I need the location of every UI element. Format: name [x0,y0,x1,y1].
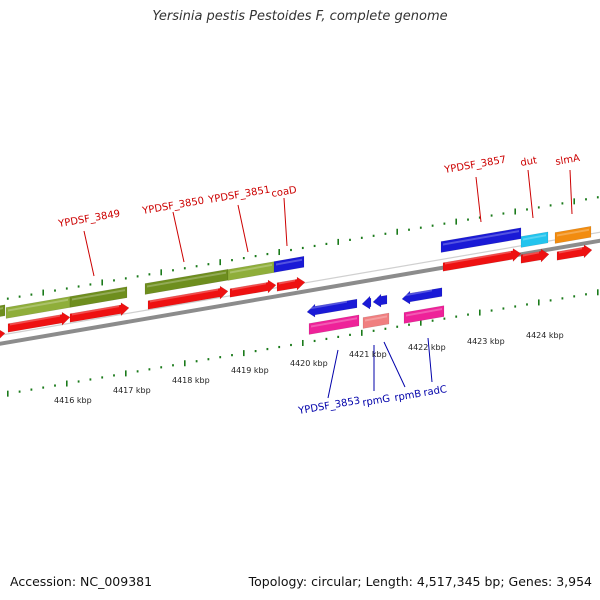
gene-red-shine [559,247,582,254]
gene-label-top: coaD [271,185,298,200]
kbp-label: 4422 kbp [408,343,446,352]
gene-features [0,226,593,339]
cds-olive [69,286,128,308]
cds-pink-shine [406,308,442,317]
gene-label-bottom: rpmG [362,393,391,409]
gene-label-bottom: YPDSF_3853 [297,396,361,418]
leader-top [475,176,482,223]
gene-red-shine [72,305,119,316]
tick-marks [6,196,599,397]
cds-blue-shine [443,230,519,246]
gene-red [69,302,130,323]
backbone [0,231,600,346]
cds-pink-shine [311,317,357,328]
gene-label-top: YPDSF_3850 [141,196,205,218]
cds-olive [0,304,6,317]
kbp-label: 4419 kbp [231,366,269,375]
leader-top [237,204,249,253]
leader-top [83,230,95,277]
gene-red [556,244,593,261]
cds-orange [554,226,592,244]
leader-top [527,169,534,219]
gene-label-top: dut [520,155,538,169]
gene-blue [372,293,388,308]
gene-blue [361,295,372,310]
gene-label-top: YPDSF_3857 [443,155,507,177]
cds-cyan [520,231,549,248]
cds-olive-shine [72,289,125,301]
kbp-label: 4423 kbp [467,337,505,346]
cds-olive [227,261,275,281]
kbp-label: 4418 kbp [172,376,210,385]
gene-red [520,248,550,264]
gene-blue-shine [361,299,364,302]
cds-cyan-shine [523,234,546,241]
leader-bottom [327,349,339,399]
cds-blue [273,256,305,273]
accession-text: Accession: NC_009381 [10,574,153,589]
gene-blue [306,298,358,318]
gene-red [276,276,306,292]
label-leaders [83,169,573,399]
gene-blue-shine [375,296,377,300]
cds-olive-shine [230,263,272,274]
gene-label-bottom: radC [423,384,448,399]
leader-top [172,211,185,263]
kbp-label: 4424 kbp [526,331,564,340]
cds-pink [403,305,445,324]
cds-olive-shine [0,307,3,310]
gene-red-shine [150,288,218,303]
gene-red-shine [445,250,511,265]
cds-olive-shine [147,271,226,288]
gene-blue-shine [309,300,347,310]
cds-blue [440,227,522,253]
gene-red-shine [279,279,295,285]
gene-red [442,248,522,272]
cds-salmon [362,312,390,329]
genome-title: Yersinia pestis Pestoides F, complete ge… [152,9,448,24]
leader-top [283,197,288,247]
gene-label-bottom: rpmB [394,389,423,404]
cds-olive-shine [8,298,68,312]
kbp-label: 4416 kbp [54,396,92,405]
gene-red-shine [10,314,60,326]
gene-red [147,285,229,310]
cds-orange-shine [557,228,589,237]
kbp-label: 4417 kbp [113,386,151,395]
kbp-label: 4421 kbp [349,350,387,359]
gene-blue-shine [404,289,432,297]
gene-red-shine [523,251,539,257]
cds-blue-shine [276,258,302,266]
leader-bottom [383,341,406,388]
gene-red [7,311,71,333]
gene-red-shine [232,282,266,291]
gene-red [0,329,6,339]
kbp-label: 4420 kbp [290,359,328,368]
gene-label-top: slmA [555,153,581,168]
gene-blue [401,287,443,305]
gene-red [229,279,277,298]
gene-labels: 4416 kbp 4417 kbp 4418 kbp 4419 kbp 4420 kbp… [54,153,581,417]
leader-bottom [427,337,433,383]
cds-pink [308,314,360,335]
gene-label-top: YPDSF_3849 [57,209,121,231]
gene-label-top: YPDSF_3851 [207,185,271,207]
leader-top [569,169,573,215]
cds-salmon-shine [365,315,387,322]
genome-summary-text: Topology: circular; Length: 4,517,345 bp… [248,574,592,589]
